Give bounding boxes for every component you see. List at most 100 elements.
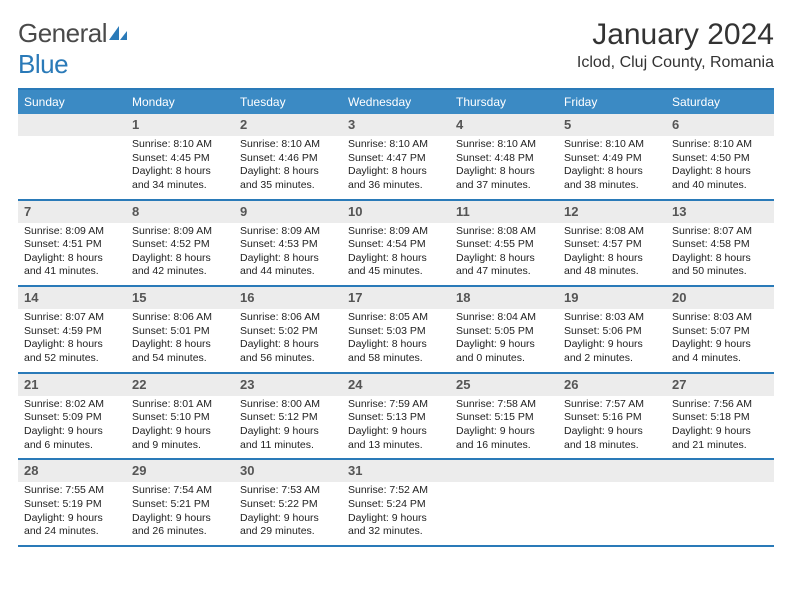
weekday-header: Friday: [558, 90, 666, 114]
weekday-header: Thursday: [450, 90, 558, 114]
logo: GeneralBlue: [18, 18, 129, 80]
day-body: Sunrise: 8:06 AMSunset: 5:02 PMDaylight:…: [234, 309, 342, 372]
sunset-text: Sunset: 4:53 PM: [240, 238, 336, 252]
day-number-row: 5: [558, 114, 666, 136]
sunset-text: Sunset: 4:48 PM: [456, 152, 552, 166]
title-block: January 2024 Iclod, Cluj County, Romania: [577, 18, 774, 72]
day-body: Sunrise: 8:00 AMSunset: 5:12 PMDaylight:…: [234, 396, 342, 459]
sunrise-text: Sunrise: 8:07 AM: [24, 311, 120, 325]
day-body: Sunrise: 8:09 AMSunset: 4:51 PMDaylight:…: [18, 223, 126, 286]
sunrise-text: Sunrise: 7:58 AM: [456, 398, 552, 412]
day-number-row: 10: [342, 201, 450, 223]
day-body: [666, 482, 774, 540]
day-cell: 18Sunrise: 8:04 AMSunset: 5:05 PMDayligh…: [450, 287, 558, 372]
day-body: Sunrise: 8:10 AMSunset: 4:48 PMDaylight:…: [450, 136, 558, 199]
daylight-text: Daylight: 8 hours and 38 minutes.: [564, 165, 660, 192]
day-number-row: 22: [126, 374, 234, 396]
day-number: 2: [240, 117, 247, 132]
day-body: Sunrise: 7:53 AMSunset: 5:22 PMDaylight:…: [234, 482, 342, 545]
day-cell: 1 Sunrise: 8:10 AMSunset: 4:45 PMDaylight…: [126, 114, 234, 199]
sunrise-text: Sunrise: 8:10 AM: [240, 138, 336, 152]
sunrise-text: Sunrise: 7:55 AM: [24, 484, 120, 498]
day-body: Sunrise: 7:58 AMSunset: 5:15 PMDaylight:…: [450, 396, 558, 459]
sunrise-text: Sunrise: 8:06 AM: [132, 311, 228, 325]
day-body: Sunrise: 7:57 AMSunset: 5:16 PMDaylight:…: [558, 396, 666, 459]
day-cell: [450, 460, 558, 545]
day-number: 12: [564, 204, 578, 219]
sunset-text: Sunset: 4:57 PM: [564, 238, 660, 252]
day-body: Sunrise: 8:10 AMSunset: 4:49 PMDaylight:…: [558, 136, 666, 199]
day-number-row: 26: [558, 374, 666, 396]
day-body: Sunrise: 8:10 AMSunset: 4:45 PMDaylight:…: [126, 136, 234, 199]
day-cell: [558, 460, 666, 545]
day-body: Sunrise: 8:07 AMSunset: 4:58 PMDaylight:…: [666, 223, 774, 286]
daylight-text: Daylight: 9 hours and 26 minutes.: [132, 512, 228, 539]
daylight-text: Daylight: 9 hours and 11 minutes.: [240, 425, 336, 452]
weekday-header: Wednesday: [342, 90, 450, 114]
day-body: Sunrise: 7:54 AMSunset: 5:21 PMDaylight:…: [126, 482, 234, 545]
day-number: 10: [348, 204, 362, 219]
day-cell: 7 Sunrise: 8:09 AMSunset: 4:51 PMDaylight…: [18, 201, 126, 286]
day-body: Sunrise: 8:08 AMSunset: 4:57 PMDaylight:…: [558, 223, 666, 286]
sunrise-text: Sunrise: 8:09 AM: [132, 225, 228, 239]
day-cell: 31Sunrise: 7:52 AMSunset: 5:24 PMDayligh…: [342, 460, 450, 545]
sunrise-text: Sunrise: 8:03 AM: [672, 311, 768, 325]
sunrise-text: Sunrise: 8:09 AM: [240, 225, 336, 239]
sunset-text: Sunset: 5:07 PM: [672, 325, 768, 339]
sunrise-text: Sunrise: 7:57 AM: [564, 398, 660, 412]
day-number: 7: [24, 204, 31, 219]
sunset-text: Sunset: 4:45 PM: [132, 152, 228, 166]
daylight-text: Daylight: 8 hours and 45 minutes.: [348, 252, 444, 279]
day-number: 1: [132, 117, 139, 132]
day-number-row: 2: [234, 114, 342, 136]
sunrise-text: Sunrise: 7:53 AM: [240, 484, 336, 498]
sunrise-text: Sunrise: 7:56 AM: [672, 398, 768, 412]
day-number: 20: [672, 290, 686, 305]
day-number: 18: [456, 290, 470, 305]
day-number-row: 31: [342, 460, 450, 482]
sunrise-text: Sunrise: 8:10 AM: [564, 138, 660, 152]
weekday-header: Sunday: [18, 90, 126, 114]
day-number-row: 13: [666, 201, 774, 223]
weekday-header: Tuesday: [234, 90, 342, 114]
day-body: Sunrise: 8:09 AMSunset: 4:53 PMDaylight:…: [234, 223, 342, 286]
day-cell: 23Sunrise: 8:00 AMSunset: 5:12 PMDayligh…: [234, 374, 342, 459]
sunset-text: Sunset: 5:18 PM: [672, 411, 768, 425]
sunrise-text: Sunrise: 8:08 AM: [456, 225, 552, 239]
day-number: 25: [456, 377, 470, 392]
day-cell: 13Sunrise: 8:07 AMSunset: 4:58 PMDayligh…: [666, 201, 774, 286]
sunset-text: Sunset: 4:59 PM: [24, 325, 120, 339]
day-number-row: 14: [18, 287, 126, 309]
sunset-text: Sunset: 5:10 PM: [132, 411, 228, 425]
daylight-text: Daylight: 9 hours and 16 minutes.: [456, 425, 552, 452]
day-cell: [18, 114, 126, 199]
day-number-row: 7: [18, 201, 126, 223]
sunset-text: Sunset: 5:15 PM: [456, 411, 552, 425]
daylight-text: Daylight: 8 hours and 52 minutes.: [24, 338, 120, 365]
day-cell: 30 Sunrise: 7:53 AMSunset: 5:22 PMDayligh…: [234, 460, 342, 545]
weekday-header-row: Sunday Monday Tuesday Wednesday Thursday…: [18, 90, 774, 114]
sunset-text: Sunset: 5:09 PM: [24, 411, 120, 425]
day-number-row: [18, 114, 126, 136]
day-number: 30: [240, 463, 254, 478]
day-cell: 10Sunrise: 8:09 AMSunset: 4:54 PMDayligh…: [342, 201, 450, 286]
daylight-text: Daylight: 8 hours and 40 minutes.: [672, 165, 768, 192]
daylight-text: Daylight: 8 hours and 35 minutes.: [240, 165, 336, 192]
day-number-row: 19: [558, 287, 666, 309]
day-number: 26: [564, 377, 578, 392]
header: GeneralBlue January 2024 Iclod, Cluj Cou…: [18, 18, 774, 80]
day-cell: 5Sunrise: 8:10 AMSunset: 4:49 PMDaylight…: [558, 114, 666, 199]
daylight-text: Daylight: 9 hours and 21 minutes.: [672, 425, 768, 452]
day-number: 24: [348, 377, 362, 392]
sunset-text: Sunset: 5:05 PM: [456, 325, 552, 339]
sunrise-text: Sunrise: 8:07 AM: [672, 225, 768, 239]
day-cell: 26 Sunrise: 7:57 AMSunset: 5:16 PMDayligh…: [558, 374, 666, 459]
day-number-row: [450, 460, 558, 482]
day-cell: 17Sunrise: 8:05 AMSunset: 5:03 PMDayligh…: [342, 287, 450, 372]
day-number-row: 23: [234, 374, 342, 396]
daylight-text: Daylight: 8 hours and 58 minutes.: [348, 338, 444, 365]
day-body: Sunrise: 8:06 AMSunset: 5:01 PMDaylight:…: [126, 309, 234, 372]
day-cell: 20Sunrise: 8:03 AMSunset: 5:07 PMDayligh…: [666, 287, 774, 372]
day-body: Sunrise: 8:09 AMSunset: 4:52 PMDaylight:…: [126, 223, 234, 286]
logo-text-2: Blue: [18, 49, 68, 79]
